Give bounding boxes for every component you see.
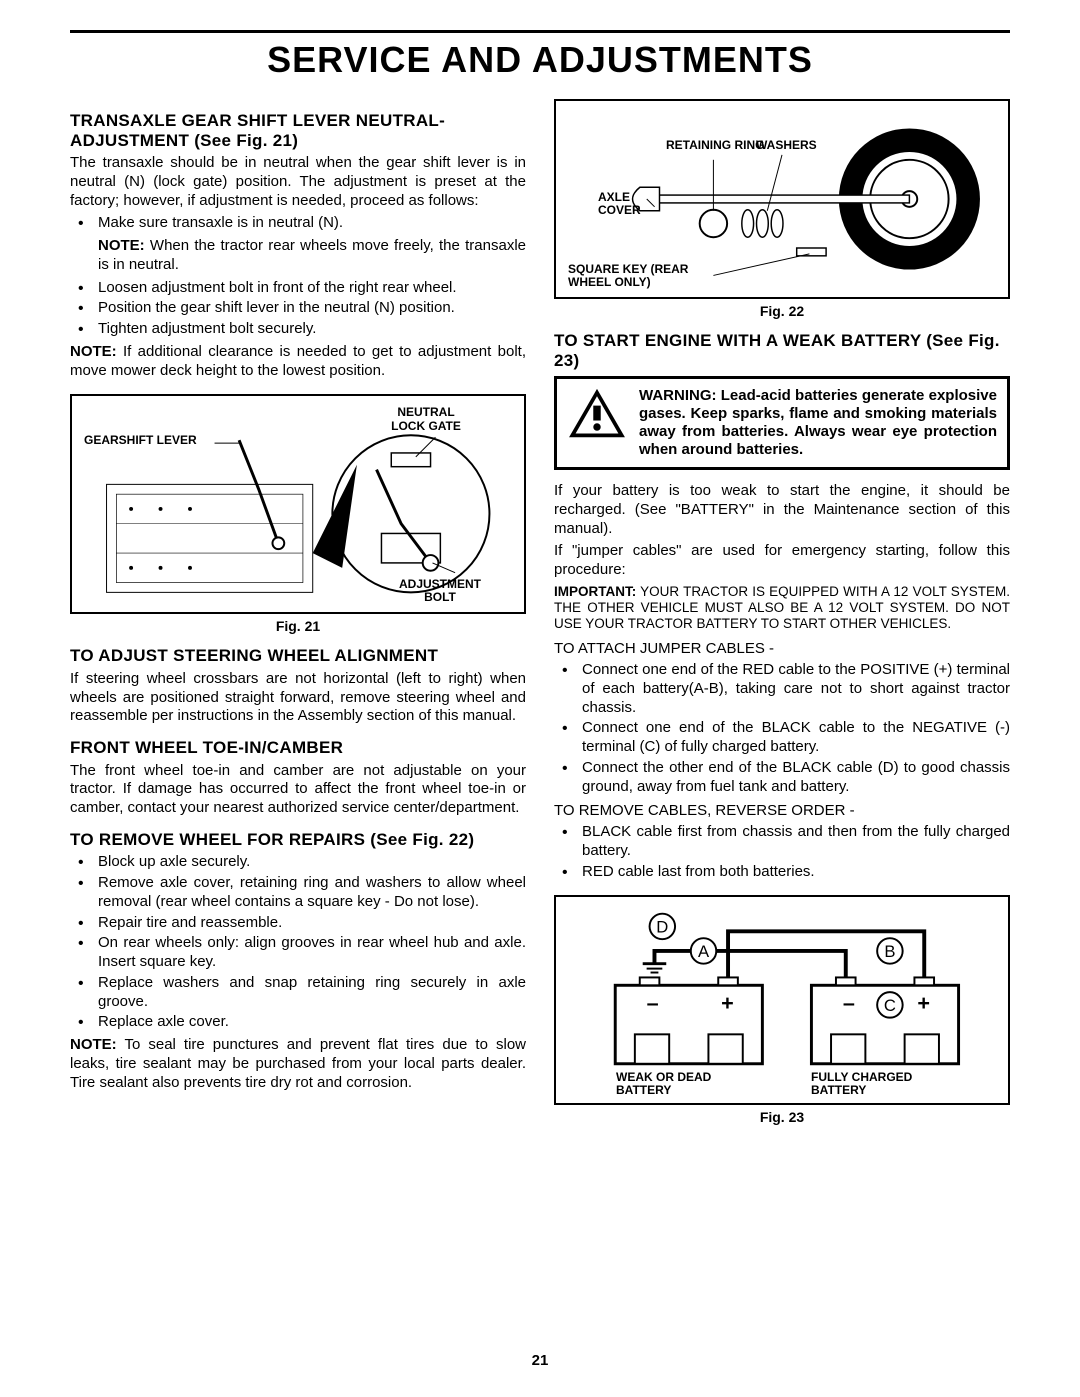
fig23-label-weak: WEAK OR DEAD BATTERY [616,1071,736,1097]
important-note: IMPORTANT: YOUR TRACTOR IS EQUIPPED WITH… [554,584,1010,633]
fig22-label-washers: WASHERS [756,139,817,152]
warning-box: WARNING: Lead-acid batteries gen­erate e… [554,376,1010,470]
heading-remove-wheel: TO REMOVE WHEEL FOR REPAIRS (See Fig. 22… [70,830,526,850]
list-item: Connect one end of the BLACK cable to th… [582,719,1010,757]
note-bold: NOTE: [98,237,145,254]
list-item: Connect the other end of the BLACK cable… [582,759,1010,797]
list-item: Connect one end of the RED cable to the … [582,661,1010,717]
list-attach: Connect one end of the RED cable to the … [554,661,1010,796]
fig22-caption: Fig. 22 [554,303,1010,319]
list-remove: Block up axle securely. Remove axle cove… [70,853,526,1032]
figure-22: RETAINING RING WASHERS AXLE COVER SQUARE… [554,99,1010,299]
list-transaxle-1: Make sure transaxle is in neutral (N). [70,214,526,233]
note-remove: NOTE: To seal tire punctures and prevent… [70,1036,526,1092]
list-item: Replace axle cover. [98,1013,526,1032]
page-title: SERVICE AND ADJUSTMENTS [70,39,1010,81]
svg-text:+: + [917,990,930,1015]
top-rule [70,30,1010,33]
heading-steering: TO ADJUST STEERING WHEEL ALIGN­MENT [70,646,526,666]
note-text: If additional clearance is needed to get… [70,343,526,379]
list-item: Tighten adjustment bolt securely. [98,320,526,339]
para-toe: The front wheel toe-in and camber are no… [70,762,526,818]
warning-text: WARNING: Lead-acid batteries gen­erate e… [639,387,997,459]
note-transaxle-2: NOTE: If additional clearance is needed … [70,343,526,381]
list-item: Replace washers and snap retaining ring … [98,974,526,1012]
subhead-attach: TO ATTACH JUMPER CABLES - [554,640,1010,659]
fig21-label-adjbolt: ADJUSTMENT BOLT [390,578,490,604]
list-remove-cables: BLACK cable first from chassis and then … [554,823,1010,881]
para-transaxle: The transaxle should be in neutral when … [70,154,526,210]
para-weak-battery: If your battery is too weak to start the… [554,482,1010,538]
figure-21: NEUTRAL LOCK GATE GEARSHIFT LEVER ADJUST… [70,394,526,614]
para-steering: If steering wheel crossbars are not hori… [70,670,526,726]
list-item: Loosen adjustment bolt in front of the r… [98,279,526,298]
note-text: When the tractor rear wheels move freely… [98,237,526,273]
note-bold: NOTE: [70,1036,117,1053]
svg-text:A: A [698,942,710,961]
two-column-layout: TRANSAXLE GEAR SHIFT LEVER NEUTRAL-ADJUS… [70,99,1010,1135]
para-jumper: If "jumper cables" are used for emergenc… [554,542,1010,580]
list-item: BLACK cable first from chassis and then … [582,823,1010,861]
right-column: RETAINING RING WASHERS AXLE COVER SQUARE… [554,99,1010,1135]
fig22-label-axlecover: AXLE COVER [598,191,648,217]
fig23-caption: Fig. 23 [554,1109,1010,1125]
left-column: TRANSAXLE GEAR SHIFT LEVER NEUTRAL-ADJUS… [70,99,526,1135]
note-transaxle-1: NOTE: When the tractor rear wheels move … [70,237,526,275]
heading-transaxle: TRANSAXLE GEAR SHIFT LEVER NEUTRAL-ADJUS… [70,111,526,150]
svg-text:+: + [721,990,734,1015]
fig21-caption: Fig. 21 [70,618,526,634]
fig21-label-gearshift: GEARSHIFT LEVER [84,434,197,447]
warning-icon [567,387,627,441]
list-item: Remove axle cover, retaining ring and wa… [98,874,526,912]
svg-text:–: – [647,990,659,1015]
svg-text:B: B [884,942,895,961]
list-item: RED cable last from both batteries. [582,863,1010,882]
svg-text:D: D [656,918,668,937]
svg-text:–: – [843,990,855,1015]
figure-23: – + – + D A [554,895,1010,1105]
note-text: To seal tire punctures and prevent flat … [70,1036,526,1091]
list-item: Repair tire and reassemble. [98,914,526,933]
list-item: On rear wheels only: align grooves in re… [98,934,526,972]
list-item: Position the gear shift lever in the neu… [98,299,526,318]
list-transaxle-2: Loosen adjustment bolt in front of the r… [70,279,526,339]
fig21-label-neutral: NEUTRAL LOCK GATE [386,406,466,432]
subhead-remove: TO REMOVE CABLES, REVERSE ORDER - [554,802,1010,821]
heading-toe: FRONT WHEEL TOE-IN/CAMBER [70,738,526,758]
heading-start-engine: TO START ENGINE WITH A WEAK BATTERY (See… [554,331,1010,370]
page-number: 21 [0,1352,1080,1369]
fig22-label-squarekey: SQUARE KEY (REAR WHEEL ONLY) [568,263,708,289]
note-bold: NOTE: [70,343,117,360]
fig23-label-full: FULLY CHARGED BATTERY [811,1071,951,1097]
fig22-label-retaining: RETAINING RING [666,139,764,152]
svg-text:C: C [884,996,896,1015]
list-item: Block up axle securely. [98,853,526,872]
list-item: Make sure transaxle is in neutral (N). [98,214,526,233]
